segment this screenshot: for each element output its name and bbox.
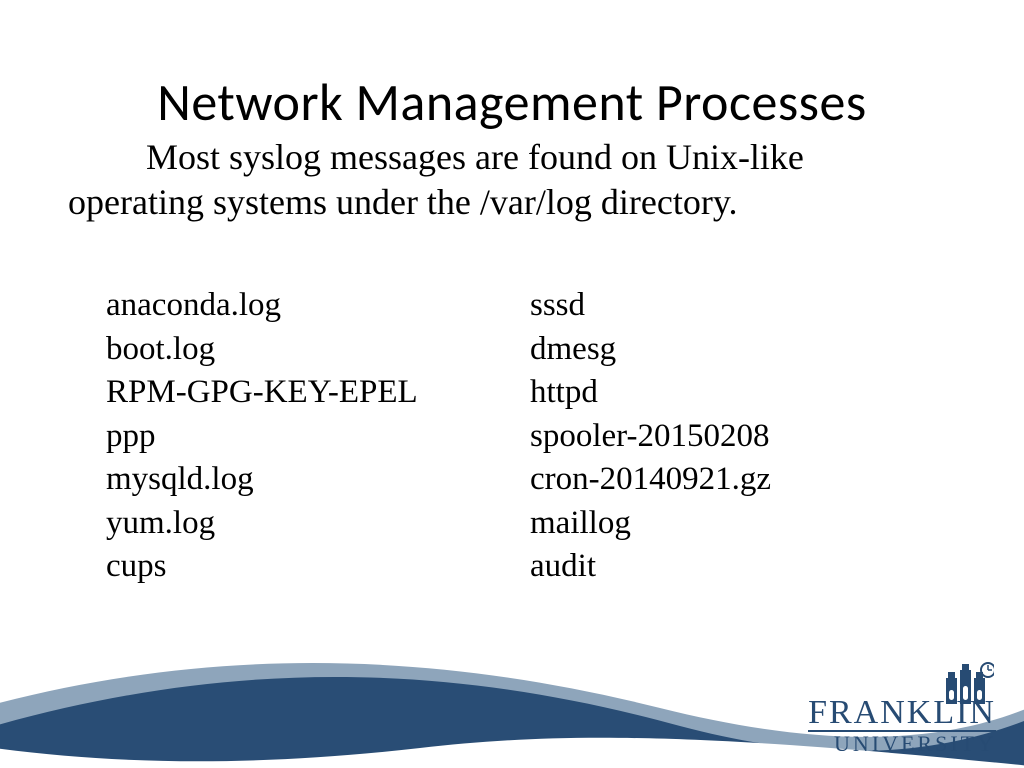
slide-title: Network Management Processes xyxy=(0,70,1024,134)
list-item: dmesg xyxy=(530,328,771,372)
list-item: audit xyxy=(530,545,771,589)
list-item: maillog xyxy=(530,502,771,546)
list-item: mysqld.log xyxy=(106,458,418,502)
log-column-right: sssd dmesg httpd spooler-20150208 cron-2… xyxy=(530,284,771,589)
franklin-university-logo: FRANKLIN UNIVERSITY xyxy=(808,697,996,755)
list-item: yum.log xyxy=(106,502,418,546)
list-item: anaconda.log xyxy=(106,284,418,328)
list-item: boot.log xyxy=(106,328,418,372)
list-item: spooler-20150208 xyxy=(530,415,771,459)
list-item: RPM-GPG-KEY-EPEL xyxy=(106,371,418,415)
slide-body-text: Most syslog messages are found on Unix-l… xyxy=(68,135,948,225)
logo-line-2: UNIVERSITY xyxy=(808,730,996,754)
logo-line-1: FRANKLIN xyxy=(808,697,996,728)
list-item: cups xyxy=(106,545,418,589)
list-item: sssd xyxy=(530,284,771,328)
list-item: httpd xyxy=(530,371,771,415)
log-column-left: anaconda.log boot.log RPM-GPG-KEY-EPEL p… xyxy=(106,284,418,589)
slide: Network Management Processes Most syslog… xyxy=(0,0,1024,768)
list-item: ppp xyxy=(106,415,418,459)
list-item: cron-20140921.gz xyxy=(530,458,771,502)
